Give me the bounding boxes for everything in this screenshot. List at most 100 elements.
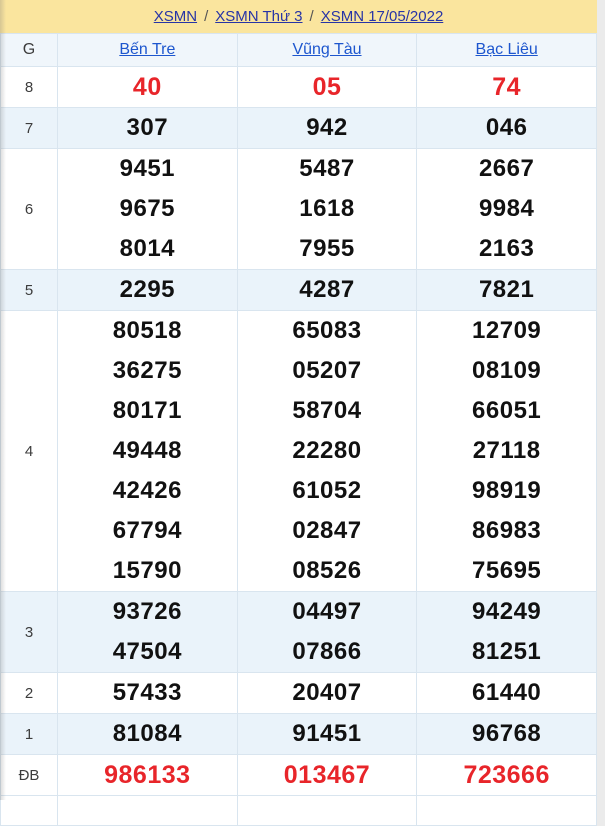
prize-cell-3-0: 93726 47504 <box>57 591 238 673</box>
breadcrumb: XSMN / XSMN Thứ 3 / XSMN 17/05/2022 <box>0 0 597 33</box>
prize-cell-1-1: 91451 <box>236 713 418 755</box>
clipped-cell <box>57 795 238 826</box>
clipped-cell <box>236 795 418 826</box>
prize-number: 67794 <box>112 517 182 544</box>
prize-number: 93726 <box>112 598 182 625</box>
prize-cell-6-1: 5487 1618 7955 <box>236 148 418 270</box>
prize-label: 4 <box>0 310 58 592</box>
prize-label: 2 <box>0 672 58 714</box>
prize-cell-2-1: 20407 <box>236 672 418 714</box>
prize-number: 65083 <box>292 317 362 344</box>
prize-cell-6-0: 9451 9675 8014 <box>57 148 238 270</box>
breadcrumb-separator: / <box>204 8 209 25</box>
prize-label: ĐB <box>0 754 58 796</box>
prize-number: 05 <box>312 73 342 101</box>
prize-row-2: 2 57433 20407 61440 <box>0 672 597 714</box>
prize-row-5: 5 2295 4287 7821 <box>0 269 597 311</box>
prize-number: 57433 <box>112 679 182 706</box>
prize-cell-5-0: 2295 <box>57 269 238 311</box>
prize-cell-2-2: 61440 <box>416 672 597 714</box>
prize-cell-5-1: 4287 <box>236 269 418 311</box>
prize-number: 7955 <box>299 235 355 262</box>
prize-number: 9451 <box>119 155 176 182</box>
prize-number: 81084 <box>112 720 182 747</box>
prize-number: 74 <box>492 73 522 101</box>
results-table: G Bến Tre Vũng Tàu Bạc Liêu 8 40 05 74 7 307 9… <box>0 33 597 826</box>
prize-cell-7-1: 942 <box>236 107 418 149</box>
prize-cell-4-0: 80518 36275 80171 49448 42426 67794 15790 <box>57 310 238 592</box>
prize-cell-3-2: 94249 81251 <box>416 591 597 673</box>
prize-label: 1 <box>0 713 58 755</box>
prize-number: 307 <box>126 114 169 141</box>
breadcrumb-link-0[interactable]: XSMN <box>153 8 198 25</box>
prize-cell-8-0: 40 <box>57 66 238 108</box>
prize-label: 3 <box>0 591 58 673</box>
prize-number: 47504 <box>112 638 182 665</box>
prize-number: 08526 <box>292 557 362 584</box>
prize-number: 75695 <box>472 557 542 584</box>
prize-cell-1-0: 81084 <box>57 713 238 755</box>
prize-number: 61440 <box>472 679 542 706</box>
prize-row-8: 8 40 05 74 <box>0 66 597 108</box>
prize-number: 986133 <box>104 761 191 789</box>
prize-number: 15790 <box>112 557 182 584</box>
prize-label: 5 <box>0 269 58 311</box>
prize-number: 4287 <box>299 276 355 303</box>
prize-label: 6 <box>0 148 58 270</box>
prize-cell-4-1: 65083 05207 58704 22280 61052 02847 08526 <box>236 310 418 592</box>
prize-number: 5487 <box>299 155 355 182</box>
prize-number: 2295 <box>119 276 176 303</box>
prize-row-7: 7 307 942 046 <box>0 107 597 149</box>
prize-number: 49448 <box>112 437 182 464</box>
prize-number: 81251 <box>472 638 542 665</box>
prize-number: 58704 <box>292 397 362 424</box>
prize-number: 8014 <box>119 235 176 262</box>
prize-number: 20407 <box>292 679 362 706</box>
prize-cell-2-0: 57433 <box>57 672 238 714</box>
clipped-cell <box>416 795 597 826</box>
prize-number: 80518 <box>112 317 182 344</box>
prize-cell-7-2: 046 <box>416 107 597 149</box>
prize-number: 2667 <box>478 155 535 182</box>
prize-row-ĐB: ĐB 986133 013467 723666 <box>0 754 597 796</box>
prize-row-3: 3 93726 47504 04497 07866 94249 81251 <box>0 591 597 673</box>
province-link-bac-lieu[interactable]: Bạc Liêu <box>475 41 538 58</box>
prize-number: 723666 <box>463 761 550 789</box>
breadcrumb-link-1[interactable]: XSMN Thứ 3 <box>215 8 303 25</box>
prize-number: 22280 <box>292 437 362 464</box>
prize-number: 80171 <box>112 397 182 424</box>
prize-number: 42426 <box>112 477 182 504</box>
prize-number: 94249 <box>472 598 542 625</box>
prize-number: 2163 <box>478 235 535 262</box>
prize-cell-ĐB-0: 986133 <box>57 754 238 796</box>
prize-number: 66051 <box>472 397 542 424</box>
prize-label: 8 <box>0 66 58 108</box>
prize-cell-8-2: 74 <box>416 66 597 108</box>
prize-label: 7 <box>0 107 58 149</box>
prize-number: 12709 <box>472 317 542 344</box>
column-header-bac-lieu: Bạc Liêu <box>416 33 597 67</box>
province-link-vung-tau[interactable]: Vũng Tàu <box>292 41 362 58</box>
prize-cell-7-0: 307 <box>57 107 238 149</box>
prize-number: 86983 <box>472 517 542 544</box>
prize-cell-ĐB-2: 723666 <box>416 754 597 796</box>
clipped-label-cell <box>0 795 58 826</box>
prize-cell-3-1: 04497 07866 <box>236 591 418 673</box>
breadcrumb-separator: / <box>309 8 314 25</box>
prize-number: 04497 <box>292 598 362 625</box>
prize-number: 07866 <box>292 638 362 665</box>
prize-number: 9675 <box>119 195 176 222</box>
prize-number: 98919 <box>472 477 542 504</box>
prize-cell-ĐB-1: 013467 <box>236 754 418 796</box>
prize-number: 05207 <box>292 357 362 384</box>
prize-number: 36275 <box>112 357 182 384</box>
prize-number: 1618 <box>299 195 355 222</box>
prize-cell-5-2: 7821 <box>416 269 597 311</box>
prize-number: 40 <box>132 73 162 101</box>
breadcrumb-link-2[interactable]: XSMN 17/05/2022 <box>320 8 444 25</box>
province-link-ben-tre[interactable]: Bến Tre <box>119 41 176 58</box>
prize-row-4: 4 80518 36275 80171 49448 42426 67794 15790 6508… <box>0 310 597 592</box>
prize-cell-1-2: 96768 <box>416 713 597 755</box>
prize-number: 61052 <box>292 477 362 504</box>
prize-number: 02847 <box>292 517 362 544</box>
